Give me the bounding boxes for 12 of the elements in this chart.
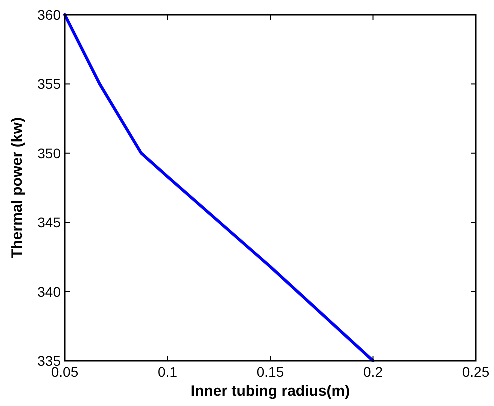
y-tick-label: 345 — [38, 214, 62, 231]
x-tick-label: 0.25 — [462, 364, 490, 380]
x-axis-title: Inner tubing radius(m) — [190, 383, 350, 400]
y-tick-label: 355 — [38, 76, 62, 92]
line-series — [64, 14, 375, 362]
y-tick-label: 360 — [38, 7, 62, 23]
x-tick-label: 0.15 — [256, 364, 284, 380]
x-tick-label: 0.1 — [158, 364, 178, 380]
x-tick-label: 0.2 — [364, 364, 384, 380]
y-tick-label: 340 — [38, 284, 62, 300]
y-axis-title: Thermal power (kw) — [9, 118, 26, 258]
y-tick-label: 350 — [38, 145, 62, 162]
